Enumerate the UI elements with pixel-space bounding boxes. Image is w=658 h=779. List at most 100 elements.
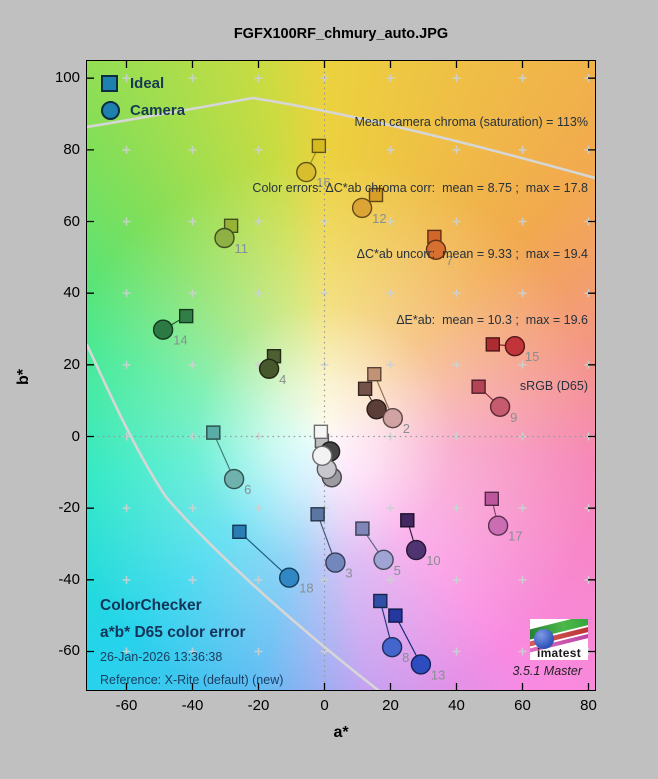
grid-cross: [122, 74, 131, 83]
stat-delta-e: ΔE*ab: mean = 10.3 ; max = 19.6: [396, 313, 588, 327]
patch-label-4: 4: [279, 372, 286, 387]
legend-ideal-label: Ideal: [130, 75, 165, 92]
grid-cross: [188, 575, 197, 584]
camera-marker-12: [351, 197, 373, 219]
y-tick-label: -60: [58, 642, 80, 660]
legend: Ideal Camera: [101, 70, 185, 124]
ideal-marker-17: [484, 491, 499, 506]
stat-mean-chroma: Mean camera chroma (saturation) = 113%: [354, 115, 588, 129]
y-tick-label: 20: [63, 355, 80, 373]
grid-cross: [122, 145, 131, 154]
patch-label-13: 13: [431, 667, 445, 682]
grid-cross: [518, 575, 527, 584]
ideal-marker-10: [400, 513, 415, 528]
camera-circle-icon: [101, 101, 120, 120]
grid-cross: [386, 575, 395, 584]
grid-cross: [320, 289, 329, 298]
camera-marker-5: [373, 549, 394, 570]
camera-marker-4: [258, 358, 280, 379]
patch-label-18: 18: [299, 581, 313, 596]
grid-cross: [122, 504, 131, 513]
ideal-marker-1: [357, 381, 373, 396]
grid-cross: [386, 504, 395, 513]
patch-label-5: 5: [394, 563, 401, 578]
grid-cross: [452, 504, 461, 513]
footer-reference: Reference: X-Rite (default) (new): [100, 672, 284, 687]
patch-label-7: 7: [446, 253, 453, 268]
patch-label-11: 11: [235, 241, 249, 256]
camera-marker-11: [214, 227, 235, 249]
stat-colorspace: sRGB (D65): [519, 379, 588, 393]
error-line-18: [238, 531, 290, 579]
imatest-logo: imatest: [530, 619, 588, 660]
ideal-marker-9: [471, 379, 486, 394]
grid-cross: [254, 289, 263, 298]
ideal-marker-16: [311, 138, 327, 154]
legend-row-camera: Camera: [101, 97, 185, 124]
gamut-boundary-lower-left: [87, 343, 380, 690]
x-tick-label: 80: [580, 697, 597, 714]
x-tick-label: -20: [247, 697, 270, 714]
gamut-boundary-top: [87, 96, 595, 180]
patch-label-17: 17: [508, 529, 522, 544]
ideal-marker-6: [206, 425, 221, 440]
camera-marker-2: [382, 408, 403, 429]
grid-cross: [122, 360, 131, 369]
x-tick-label: 40: [448, 697, 465, 714]
grid-cross: [254, 217, 263, 226]
ideal-marker-13: [388, 608, 403, 623]
grid-cross: [122, 575, 131, 584]
grid-cross: [188, 74, 197, 83]
y-tick-label: 60: [63, 212, 80, 230]
grid-cross: [188, 432, 197, 441]
grid-cross: [188, 647, 197, 656]
camera-marker-17: [487, 515, 509, 536]
y-tick-label: -40: [58, 570, 80, 588]
y-axis-label: b*: [15, 369, 32, 385]
camera-marker-10: [406, 539, 427, 561]
camera-marker-7: [425, 239, 447, 261]
x-tick-label: 60: [514, 697, 531, 714]
ideal-marker-3: [310, 507, 325, 522]
grid-cross: [452, 575, 461, 584]
grid-cross: [386, 217, 395, 226]
footer-chart-name: ColorChecker: [100, 597, 202, 614]
grid-cross: [254, 647, 263, 656]
ideal-marker-14: [178, 308, 194, 324]
y-tick-label: 80: [63, 140, 80, 158]
footer-timestamp: 26-Jan-2026 13:36:38: [100, 650, 223, 664]
ideal-marker-12: [368, 187, 384, 203]
grid-cross: [386, 145, 395, 154]
patch-label-12: 12: [372, 211, 386, 226]
axis-ticks: [87, 61, 595, 690]
camera-marker-16: [296, 161, 317, 183]
x-tick-label: -60: [115, 697, 138, 714]
grid-cross: [452, 217, 461, 226]
camera-marker-9: [489, 396, 511, 417]
grid-cross: [188, 289, 197, 298]
chart-footer-block: ColorChecker a*b* D65 color error 26-Jan…: [100, 592, 283, 691]
camera-marker-8: [381, 637, 403, 658]
x-axis-label: a*: [333, 724, 349, 741]
grid-cross: [188, 504, 197, 513]
camera-marker-15: [504, 336, 526, 357]
grid-cross: [320, 360, 329, 369]
grid-cross: [122, 647, 131, 656]
grid-cross: [518, 289, 527, 298]
grid-cross: [254, 432, 263, 441]
ideal-marker-18: [232, 524, 247, 539]
logo-ball-icon: [534, 629, 554, 649]
error-stats-block: Mean camera chroma (saturation) = 113% C…: [252, 67, 588, 441]
version-label: 3.5.1 Master: [512, 664, 582, 678]
y-tick-label: 100: [54, 69, 80, 87]
camera-marker-14: [152, 319, 174, 340]
logo-wordmark: imatest: [536, 646, 582, 660]
grid-cross: [254, 504, 263, 513]
grid-cross: [386, 74, 395, 83]
grid-cross: [122, 289, 131, 298]
ideal-square-icon: [101, 75, 118, 92]
grid-cross: [122, 432, 131, 441]
grid-cross: [188, 360, 197, 369]
grid-cross: [518, 504, 527, 513]
